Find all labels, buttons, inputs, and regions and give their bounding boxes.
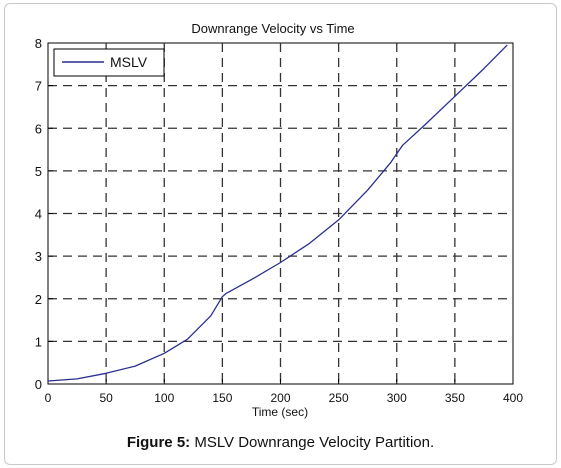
- figure-caption: Figure 5: MSLV Downrange Velocity Partit…: [0, 434, 561, 451]
- y-tick-label: 3: [35, 249, 42, 264]
- legend: MSLV: [53, 48, 165, 77]
- series-layer: [47, 44, 508, 382]
- y-tick-label: 7: [35, 79, 42, 94]
- x-tick-label: 400: [503, 391, 523, 405]
- y-tick-label: 4: [35, 207, 42, 222]
- x-tick-label: 200: [270, 391, 290, 405]
- x-tick-label: 0: [45, 391, 52, 405]
- x-tick-label: 50: [99, 391, 113, 405]
- caption-text: MSLV Downrange Velocity Partition.: [190, 434, 435, 451]
- grid-lines: [47, 42, 514, 385]
- x-axis-label: Time (sec): [252, 405, 308, 419]
- x-tick-label: 350: [445, 391, 465, 405]
- tick-labels: 0 50 100 150 200 250 300 350 400 0 1 2 3 4 5 6 7 8: [35, 36, 524, 405]
- y-tick-label: 0: [35, 377, 42, 392]
- plot-area: 0 50 100 150 200 250 300 350 400 0 1 2 3 4 5 6 7 8: [35, 36, 524, 405]
- series-line-mslv: [47, 44, 508, 382]
- x-tick-label: 100: [154, 391, 174, 405]
- y-tick-label: 6: [35, 121, 42, 136]
- y-tick-label: 1: [35, 334, 42, 349]
- y-tick-label: 8: [35, 36, 42, 51]
- y-tick-label: 5: [35, 164, 42, 179]
- chart: Downrange Velocity vs Time 0 50 100 150 200 2…: [35, 21, 524, 419]
- y-tick-label: 2: [35, 292, 42, 307]
- legend-label-mslv: MSLV: [110, 54, 148, 70]
- chart-title: Downrange Velocity vs Time: [191, 21, 354, 36]
- x-tick-label: 300: [387, 391, 407, 405]
- caption-label: Figure 5:: [126, 434, 191, 451]
- x-tick-label: 250: [329, 391, 349, 405]
- x-tick-label: 150: [212, 391, 232, 405]
